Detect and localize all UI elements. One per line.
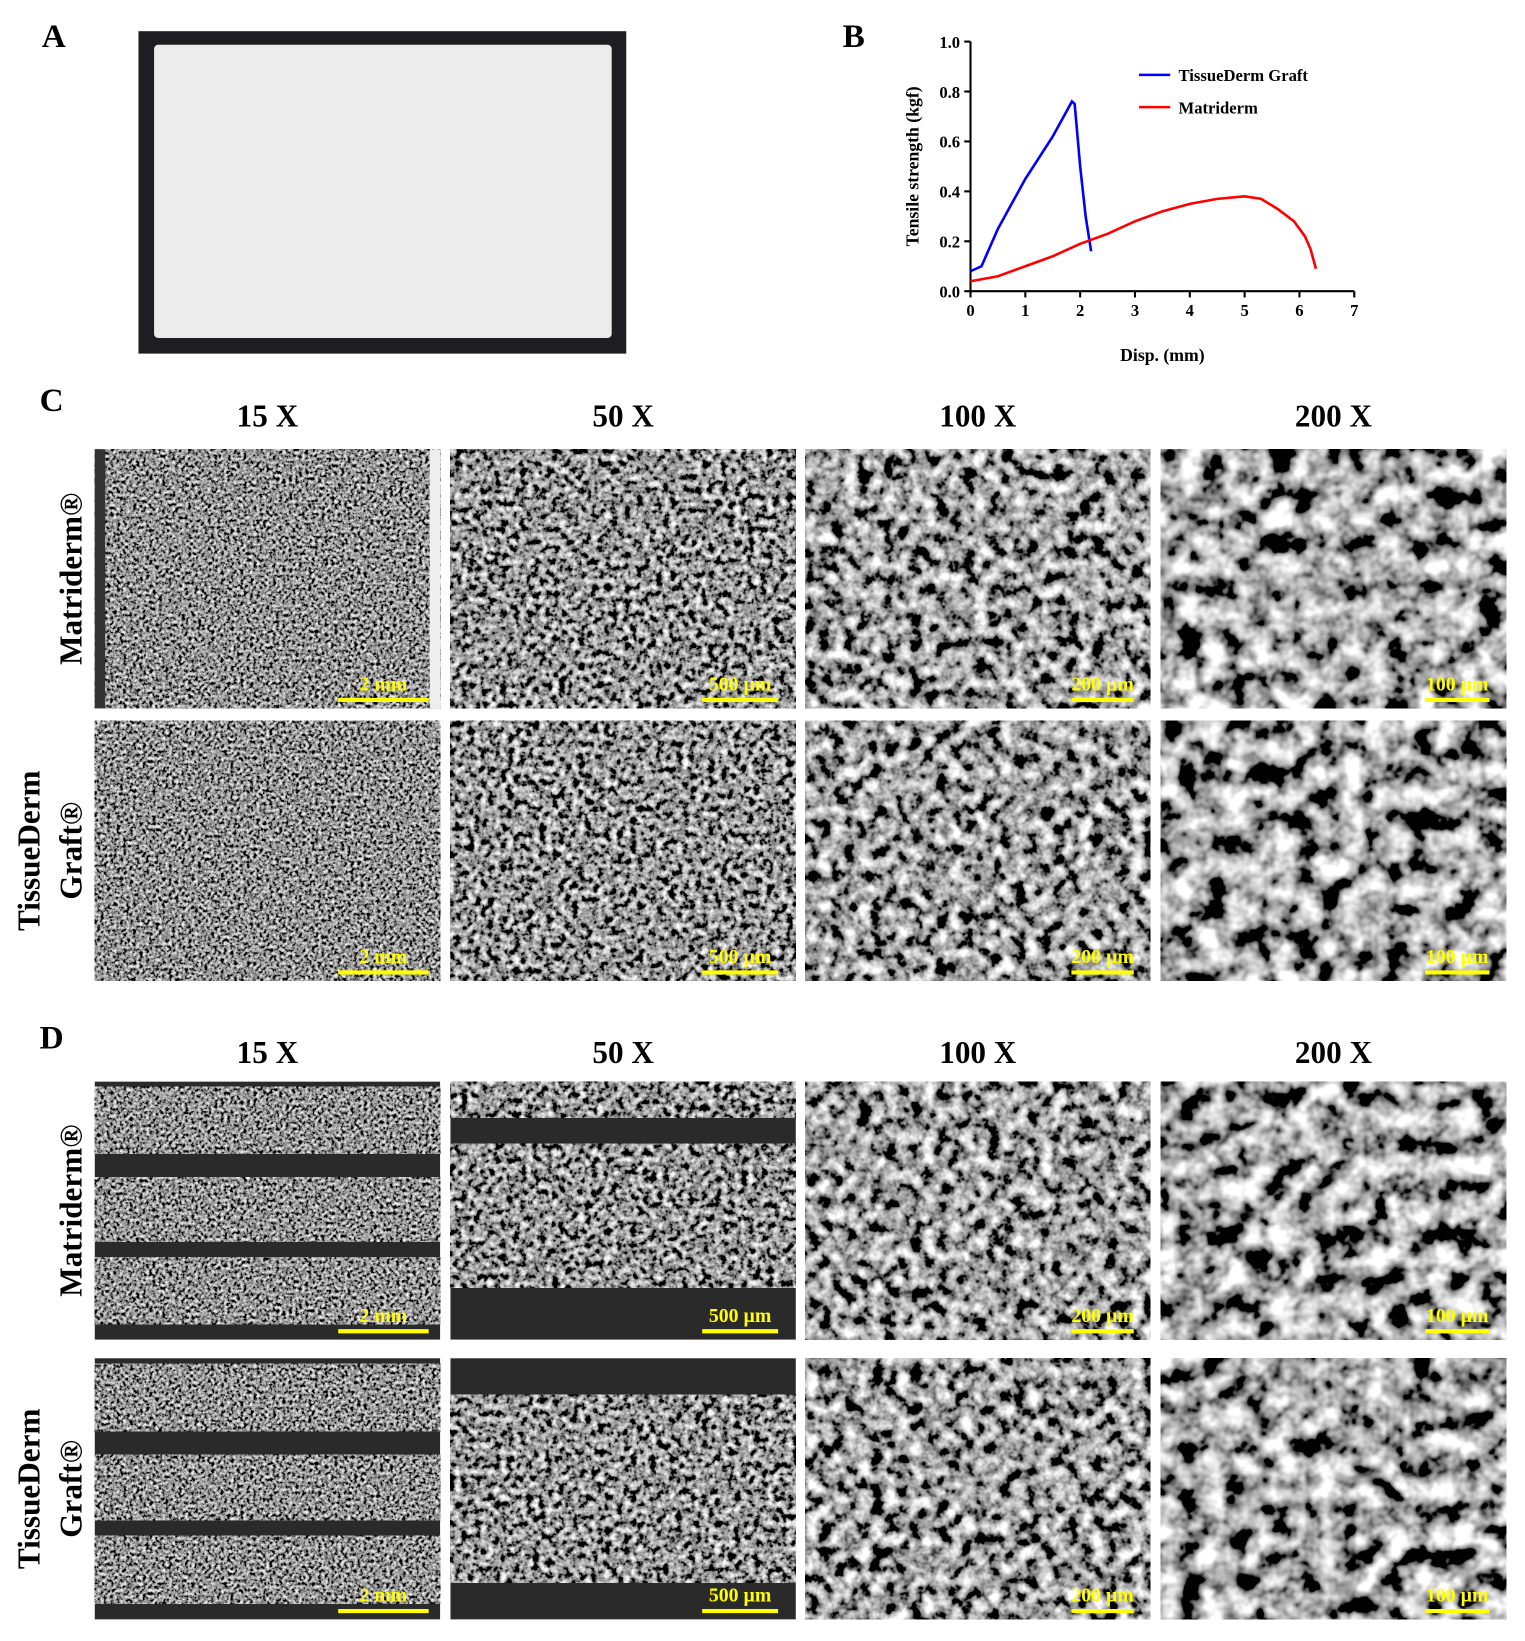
y-tick-label: 0.0 [939,282,960,301]
sem-image [805,1358,1151,1620]
sem-strip [94,1257,441,1325]
scale-bar-label: 2 mm [360,1585,408,1607]
scale-bar-label: 100 µm [1426,1585,1489,1607]
scale-bar-label: 2 mm [360,674,408,696]
sem-texture [94,449,441,709]
panel-label: A [42,18,66,55]
x-tick-label: 2 [1076,301,1084,320]
x-tick-label: 5 [1240,301,1248,320]
panel-label: B [843,18,865,55]
y-tick-label: 1.0 [939,33,960,52]
column-header: 15 X [237,398,299,433]
scale-bar-label: 200 µm [1071,674,1134,696]
sem-strip [450,1394,796,1583]
sem-image [805,449,1151,709]
sem-texture [1160,1358,1507,1620]
sem-strip [450,1143,796,1288]
x-tick-label: 7 [1350,301,1358,320]
sem-strip [94,1086,441,1154]
data-line [969,99,1093,273]
sem-texture [450,720,796,981]
sem-image [1160,720,1507,981]
legend-label: TissueDerm Graft [1179,66,1309,85]
scale-bar-label: 500 µm [709,1585,772,1607]
scale-bar-label: 100 µm [1426,1305,1489,1327]
sem-strip [94,1363,441,1432]
column-header: 200 X [1295,398,1373,433]
sem-strip [94,1535,441,1604]
y-axis-label: Tensile strength (kgf) [903,86,923,246]
sem-texture [450,449,796,709]
sem-image [94,1081,441,1340]
sem-strip [94,1454,441,1521]
x-tick-label: 1 [1021,301,1029,320]
sem-texture [1160,1081,1507,1340]
sem-image [94,720,441,981]
sem-image [450,720,796,981]
row-label: TissueDerm [12,1409,47,1570]
scale-bar-label: 200 µm [1071,1585,1134,1607]
scale-bar-label: 500 µm [709,946,772,968]
sem-texture [805,1358,1151,1620]
scale-bar-label: 2 mm [360,946,408,968]
column-header: 200 X [1295,1035,1373,1070]
y-tick-label: 0.8 [939,83,960,102]
sem-texture [94,720,441,981]
sem-texture [1160,449,1507,709]
scale-bar-label: 100 µm [1426,946,1489,968]
panel-label: D [40,1019,64,1056]
y-tick-label: 0.6 [939,133,960,152]
scale-bar-label: 100 µm [1426,674,1489,696]
x-tick-label: 4 [1186,301,1194,320]
column-header: 100 X [939,398,1017,433]
sem-image [1160,1081,1507,1340]
sem-image [1160,449,1507,709]
y-tick-label: 0.2 [939,233,960,252]
sample-edge [94,449,106,709]
sem-texture [805,720,1151,981]
sem-strip [94,1177,441,1242]
row-label: Graft® [53,802,88,900]
sem-texture [805,1081,1151,1340]
row-label: Matriderm® [53,1125,88,1297]
sem-image [450,1358,796,1620]
sem-image [94,449,441,709]
data-line [970,195,1318,283]
sem-image [450,1081,796,1340]
x-tick-label: 0 [966,301,974,320]
scale-bar-label: 200 µm [1071,946,1134,968]
sem-strip [450,1081,796,1118]
column-header: 15 X [237,1035,299,1070]
sem-texture [805,449,1151,709]
column-header: 100 X [939,1035,1017,1070]
sem-image [1160,1358,1507,1620]
sample-edge [429,449,441,709]
x-tick-label: 3 [1131,301,1139,320]
column-header: 50 X [592,1035,654,1070]
scale-bar-label: 500 µm [709,1305,772,1327]
y-tick-label: 0.4 [939,183,960,202]
row-label: Graft® [53,1440,88,1538]
sem-texture [1160,720,1507,981]
legend-label: Matriderm [1179,98,1259,117]
scale-bar-label: 500 µm [709,674,772,696]
sem-image [94,1358,441,1620]
scale-bar-label: 200 µm [1071,1305,1134,1327]
scale-bar-label: 2 mm [360,1305,408,1327]
row-label: Matriderm® [53,493,88,665]
column-header: 50 X [592,398,654,433]
x-axis-label: Disp. (mm) [1120,345,1205,365]
panel-label: C [40,382,64,419]
sem-image [450,449,796,709]
sem-image [805,720,1151,981]
x-tick-label: 6 [1295,301,1303,320]
row-label: TissueDerm [12,770,47,931]
graft-sample [154,44,612,339]
sem-image [805,1081,1151,1340]
